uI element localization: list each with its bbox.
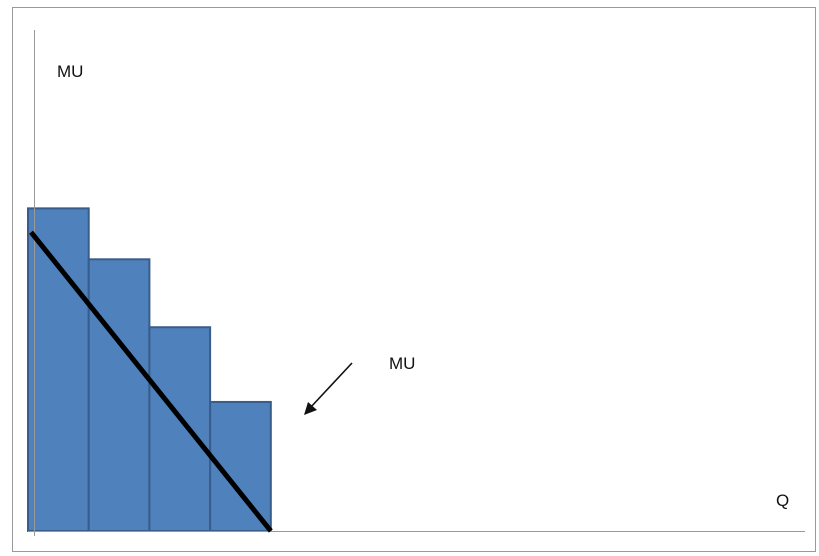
bar-1 xyxy=(27,207,90,533)
mu-callout-arrow-shaft xyxy=(309,362,353,409)
mu-curve-label: MU xyxy=(389,354,415,373)
bar-3 xyxy=(148,326,212,532)
x-axis-label: Q xyxy=(776,491,789,510)
bars xyxy=(27,207,272,533)
y-axis-label: MU xyxy=(57,62,83,81)
mu-callout-arrowhead xyxy=(304,402,317,415)
bar-2 xyxy=(87,258,151,532)
mu-curve-line xyxy=(29,230,273,533)
